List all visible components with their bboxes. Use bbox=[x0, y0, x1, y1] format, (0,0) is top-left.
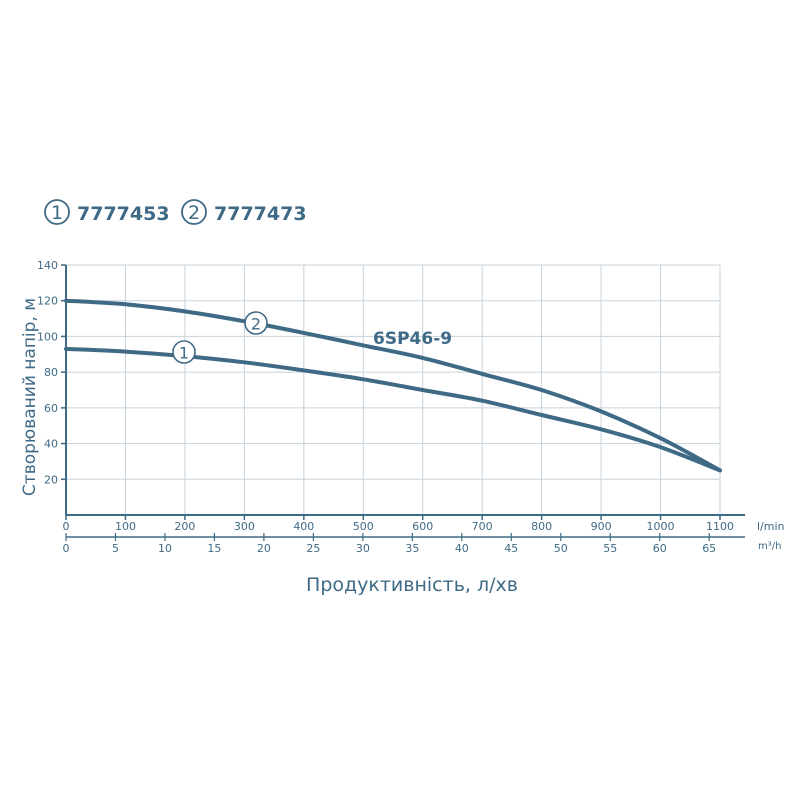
legend-code-1: 7777453 bbox=[77, 203, 170, 225]
x2-tick-label-5: 25 bbox=[306, 542, 320, 555]
legend-badge-2 bbox=[181, 199, 207, 225]
x-tick-label-4: 400 bbox=[293, 520, 314, 533]
x-tick-label-8: 800 bbox=[531, 520, 552, 533]
curve-marker-1: 1 bbox=[172, 340, 196, 364]
x2-tick-label-12: 60 bbox=[653, 542, 667, 555]
x-tick-label-2: 200 bbox=[174, 520, 195, 533]
legend-badge-1 bbox=[44, 199, 70, 225]
y-tick-label-1: 40 bbox=[44, 438, 58, 451]
model-label: 6SP46-9 bbox=[373, 329, 452, 349]
x-tick-label-9: 900 bbox=[591, 520, 612, 533]
x2-tick-label-3: 15 bbox=[207, 542, 221, 555]
curve-marker-1-circle bbox=[172, 340, 196, 364]
legend: 1 7777453 2 7777473 bbox=[44, 199, 307, 225]
axes bbox=[61, 264, 745, 541]
y-tick-label-4: 100 bbox=[37, 330, 58, 343]
y-tick-label-5: 120 bbox=[37, 295, 58, 308]
legend-number-1: 1 bbox=[51, 202, 63, 224]
legend-code-2: 7777473 bbox=[214, 203, 307, 225]
x2-tick-label-6: 30 bbox=[356, 542, 370, 555]
x2-tick-label-9: 45 bbox=[504, 542, 518, 555]
x2-tick-label-8: 40 bbox=[455, 542, 469, 555]
x-tick-label-6: 600 bbox=[412, 520, 433, 533]
legend-number-2: 2 bbox=[188, 202, 200, 224]
series-line-1 bbox=[64, 346, 722, 473]
x-tick-label-11: 1100 bbox=[706, 520, 734, 533]
x2-tick-label-10: 50 bbox=[554, 542, 568, 555]
curve-marker-2-label: 2 bbox=[251, 315, 261, 334]
y-tick-label-3: 80 bbox=[44, 366, 58, 379]
x2-tick-label-11: 55 bbox=[603, 542, 617, 555]
series-line-2 bbox=[64, 298, 722, 473]
x-tick-label-0: 0 bbox=[63, 520, 70, 533]
y-axis-label: Створюваний напір, м bbox=[20, 298, 40, 496]
y-tick-label-0: 20 bbox=[44, 473, 58, 486]
x2-tick-label-0: 0 bbox=[63, 542, 70, 555]
x-unit-secondary: m³/h bbox=[758, 541, 781, 552]
y-tick-label-6: 140 bbox=[37, 259, 58, 272]
x2-tick-label-7: 35 bbox=[405, 542, 419, 555]
curve-marker-2-circle bbox=[244, 311, 268, 335]
x-tick-label-3: 300 bbox=[234, 520, 255, 533]
y-tick-label-2: 60 bbox=[44, 402, 58, 415]
x-tick-label-5: 500 bbox=[353, 520, 374, 533]
x-axis-label: Продуктивність, л/хв bbox=[306, 574, 518, 596]
x-unit-primary: l/min bbox=[757, 520, 785, 533]
x-tick-label-10: 1000 bbox=[647, 520, 675, 533]
x2-tick-label-13: 65 bbox=[702, 542, 716, 555]
legend-item-1: 1 7777453 bbox=[44, 199, 170, 225]
x2-tick-label-2: 10 bbox=[158, 542, 172, 555]
x-tick-label-7: 700 bbox=[472, 520, 493, 533]
curve-marker-1-label: 1 bbox=[179, 344, 189, 363]
curve-marker-2: 2 bbox=[244, 311, 268, 335]
legend-item-2: 2 7777473 bbox=[181, 199, 307, 225]
grid bbox=[66, 264, 721, 515]
x2-tick-label-1: 5 bbox=[112, 542, 119, 555]
x2-tick-label-4: 20 bbox=[257, 542, 271, 555]
series-lines bbox=[64, 298, 722, 473]
x-tick-label-1: 100 bbox=[115, 520, 136, 533]
